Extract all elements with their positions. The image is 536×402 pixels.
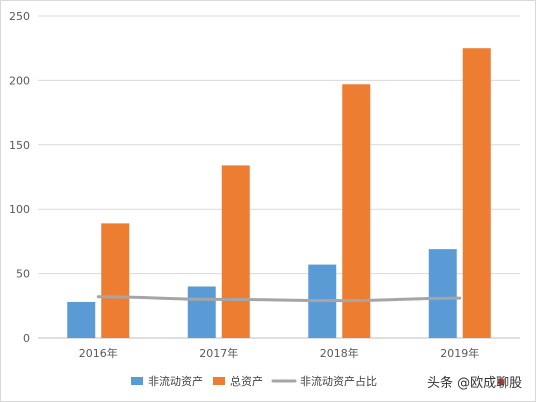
bar-非流动资产-2016年 (67, 301, 96, 338)
legend-layer: 非流动资产 总资产 非流动资产占比 (131, 374, 377, 388)
x-tick-label: 2017年 (199, 346, 238, 360)
y-tick-label: 150 (9, 139, 30, 152)
x-tick-label: 2018年 (320, 346, 359, 360)
y-tick-label: 100 (9, 203, 30, 216)
bar-总资产-2019年 (462, 48, 491, 338)
x-tick-label: 2019年 (440, 346, 479, 360)
legend-label-非流动资产占比: 非流动资产占比 (300, 374, 377, 388)
legend-swatch-非流动资产 (131, 377, 143, 385)
axis-layer: 0 50 100 150 200 250 2016年 2017年 2018年 2019年 (9, 10, 479, 360)
y-tick-label: 0 (23, 332, 30, 345)
line-非流动资产占比 (96, 295, 462, 303)
legend-label-总资产: 总资产 (230, 374, 263, 388)
bar-非流动资产-2019年 (428, 249, 457, 338)
legend-swatch-总资产 (213, 377, 225, 385)
x-tick-label: 2016年 (79, 346, 118, 360)
bar-总资产-2017年 (221, 165, 250, 338)
bar-非流动资产-2017年 (187, 286, 216, 338)
y-tick-label: 250 (9, 10, 30, 23)
y-tick-label: 50 (16, 268, 30, 281)
y-tick-label: 200 (9, 74, 30, 87)
bar-总资产-2016年 (101, 223, 130, 338)
watermark-text: 头条 @欧成聊股 (427, 375, 522, 391)
legend-label-非流动资产: 非流动资产 (148, 374, 203, 388)
bar-layer (67, 48, 491, 338)
bar-总资产-2018年 (342, 84, 371, 338)
line-layer (96, 295, 462, 303)
watermark: 头条 @欧成聊股 (427, 375, 522, 391)
